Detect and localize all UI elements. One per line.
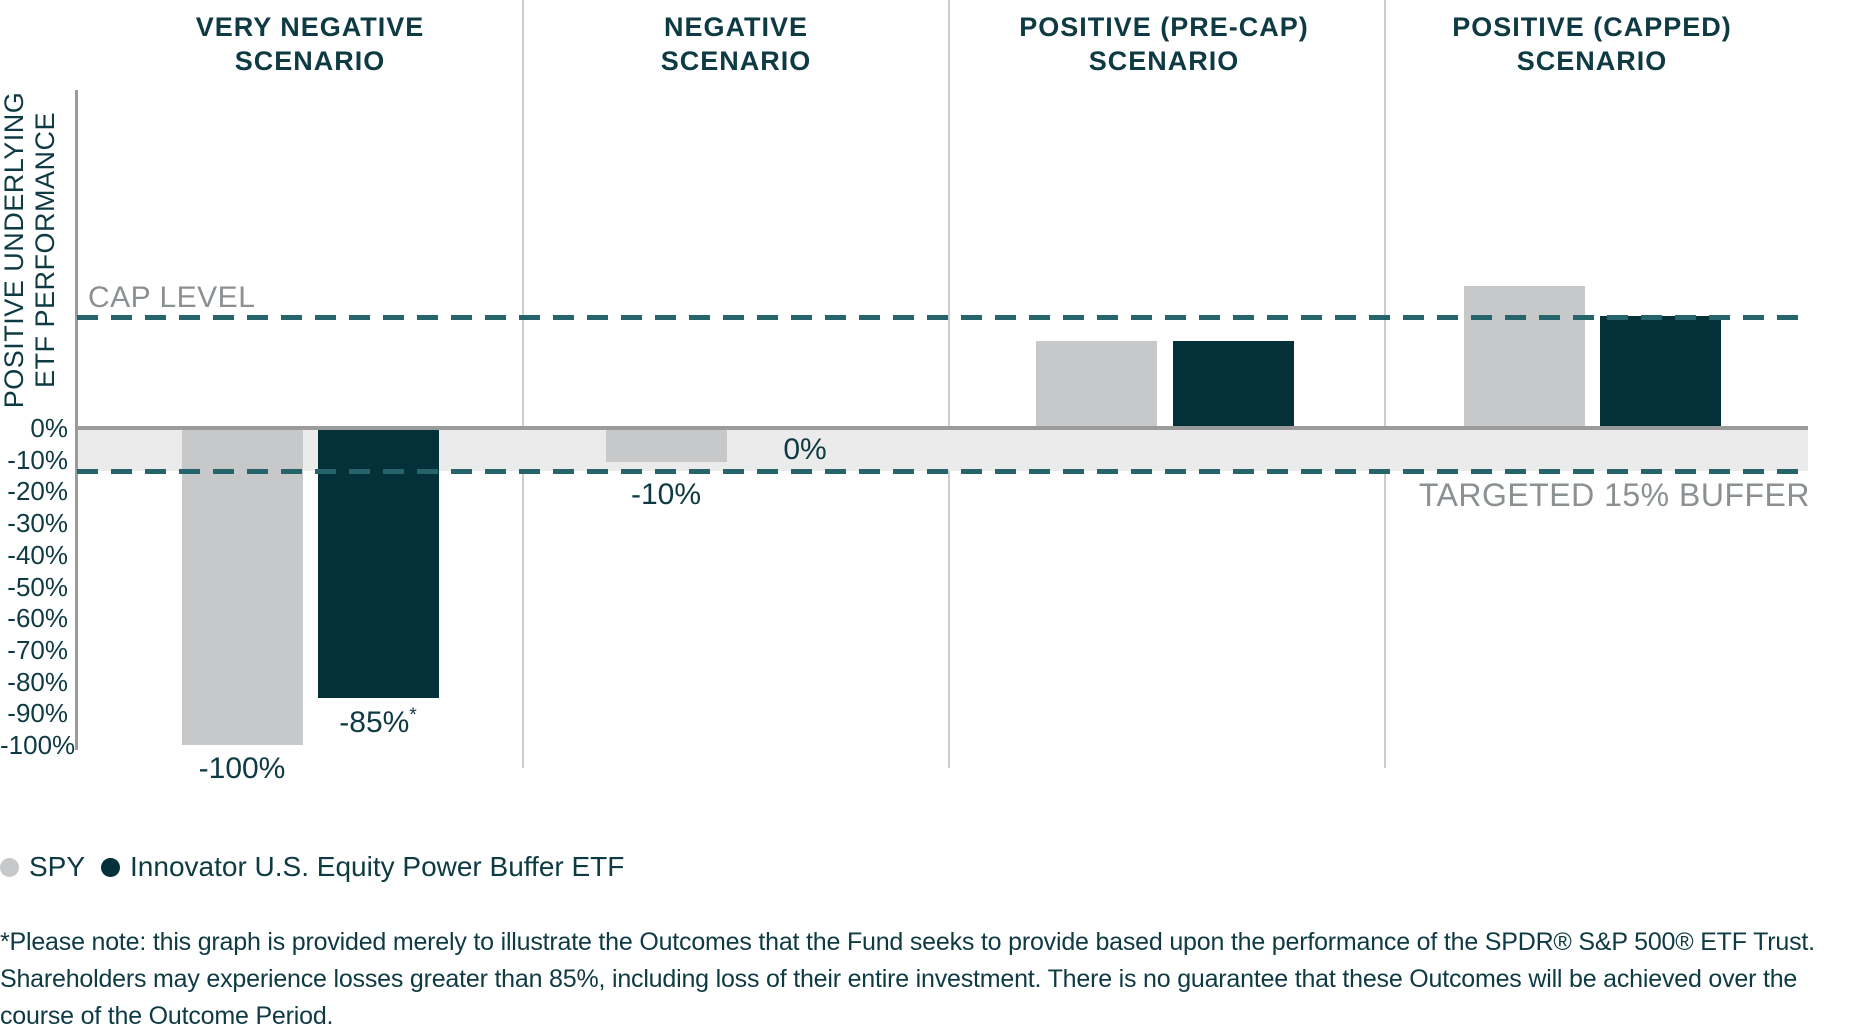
bar-value-label: -100% (198, 752, 286, 785)
panel-title-positive-pre-cap: POSITIVE (PRE-CAP) SCENARIO (1019, 12, 1309, 76)
bar-value-label: -85%* (339, 704, 417, 739)
y-tick-label: 0% (30, 413, 68, 443)
panel-title-negative: NEGATIVE SCENARIO (660, 12, 812, 76)
y-tick-label: -50% (7, 571, 68, 602)
targeted-buffer-label: TARGETED 15% BUFFER (1418, 477, 1810, 513)
legend-label-spy: SPY (29, 851, 86, 882)
y-tick-label: -60% (7, 603, 68, 634)
y-tick-label: -30% (7, 508, 68, 539)
spy-bar (1035, 340, 1157, 426)
etf-bar (1599, 315, 1721, 426)
footnote-disclaimer: *Please note: this graph is provided mer… (0, 928, 1815, 1030)
etf-swatch-icon (101, 857, 121, 877)
panel-title-positive-capped: POSITIVE (CAPPED) SCENARIO (1452, 12, 1732, 76)
panel-title-very-negative: VERY NEGATIVE SCENARIO (195, 12, 425, 76)
spy-bar (181, 430, 303, 745)
y-axis-line (75, 90, 78, 750)
y-tick-label: -90% (7, 698, 68, 729)
cap-level-label: CAP LEVEL (88, 281, 256, 314)
etf-bar (1172, 340, 1294, 426)
panel-divider (1384, 0, 1386, 768)
panel-divider (948, 0, 950, 768)
spy-bar (1463, 285, 1585, 426)
y-tick-label: -40% (7, 539, 68, 570)
y-tick-label: -80% (7, 666, 68, 697)
y-tick-label: -100% (0, 730, 76, 760)
spy-swatch-icon (0, 857, 19, 877)
spy-bar (605, 430, 727, 462)
panel-divider (522, 0, 524, 768)
bar-value-label: -10% (630, 478, 702, 511)
chart-legend: SPY Innovator U.S. Equity Power Buffer E… (0, 851, 624, 883)
y-tick-label: -20% (7, 476, 68, 507)
etf-bar (317, 430, 439, 698)
legend-label-etf: Innovator U.S. Equity Power Buffer ETF (130, 851, 625, 882)
legend-item-etf: Innovator U.S. Equity Power Buffer ETF (101, 851, 624, 883)
cap-level-line (77, 315, 1808, 320)
y-tick-label: -70% (7, 634, 68, 665)
legend-item-spy: SPY (0, 851, 85, 883)
bar-value-label: 0% (783, 433, 827, 466)
buffer-level-line (77, 469, 1808, 474)
zero-percent-line (77, 426, 1808, 430)
y-tick-label: -10% (7, 444, 68, 475)
y-axis-label: POSITIVE UNDERLYING ETF PERFORMANCE (0, 91, 60, 409)
